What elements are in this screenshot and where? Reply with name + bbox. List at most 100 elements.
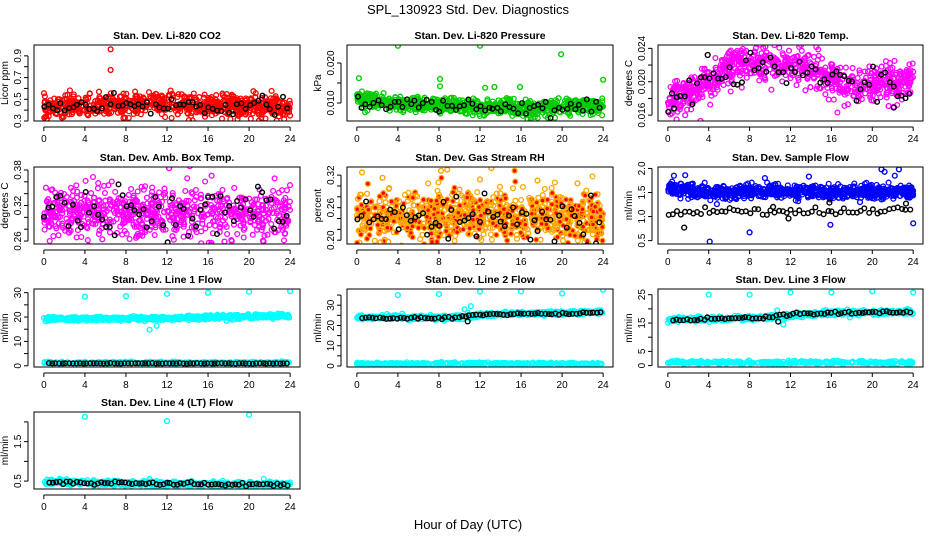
data-point bbox=[857, 86, 864, 93]
data-point bbox=[501, 223, 508, 230]
data-point bbox=[837, 88, 844, 95]
x-tick-label: 8 bbox=[436, 134, 442, 145]
data-point bbox=[405, 189, 412, 196]
data-point bbox=[752, 183, 759, 190]
data-point bbox=[443, 228, 450, 235]
data-point bbox=[822, 91, 829, 98]
data-point bbox=[436, 222, 443, 229]
data-point bbox=[873, 181, 880, 188]
data-point bbox=[841, 184, 848, 191]
data-point bbox=[902, 95, 909, 102]
data-point bbox=[230, 111, 237, 118]
data-point bbox=[704, 68, 711, 75]
data-point bbox=[44, 198, 51, 205]
data-point bbox=[441, 206, 448, 214]
y-tick-label: 0.26 bbox=[13, 231, 24, 251]
x-axis: 0 4 8 12 16 20 24 bbox=[41, 249, 296, 268]
outlier-point bbox=[476, 45, 484, 49]
data-point bbox=[358, 104, 365, 111]
x-tick-label: 0 bbox=[665, 134, 671, 145]
data-point bbox=[122, 210, 129, 217]
data-point bbox=[285, 203, 292, 210]
data-point bbox=[102, 94, 109, 101]
data-point bbox=[414, 93, 421, 100]
data-point bbox=[46, 237, 53, 244]
data-point bbox=[599, 223, 606, 231]
data-point bbox=[152, 224, 159, 231]
data-point bbox=[682, 84, 689, 91]
data-point bbox=[795, 76, 802, 83]
data-point bbox=[134, 188, 141, 195]
data-point bbox=[541, 185, 548, 192]
data-point bbox=[684, 106, 691, 113]
data-point bbox=[224, 194, 231, 201]
data-point bbox=[823, 71, 830, 78]
data-point bbox=[201, 91, 208, 98]
data-point bbox=[561, 97, 568, 105]
data-point bbox=[669, 90, 676, 97]
data-point bbox=[382, 199, 389, 206]
x-tick-label: 16 bbox=[826, 134, 838, 145]
data-point bbox=[266, 106, 273, 113]
x-tick-label: 24 bbox=[285, 134, 297, 145]
data-point bbox=[125, 191, 132, 198]
data-point bbox=[842, 64, 849, 71]
data-point bbox=[882, 69, 889, 76]
outlier-point bbox=[482, 84, 489, 91]
data-point bbox=[808, 183, 815, 190]
data-point bbox=[417, 204, 425, 211]
data-point bbox=[161, 94, 168, 101]
data-point bbox=[162, 194, 169, 201]
data-point bbox=[275, 103, 282, 110]
data-point bbox=[99, 216, 106, 223]
data-point bbox=[365, 206, 372, 213]
data-point bbox=[417, 236, 424, 243]
data-point bbox=[867, 193, 874, 200]
data-point bbox=[883, 89, 890, 96]
data-point bbox=[676, 191, 683, 199]
data-point bbox=[474, 98, 481, 105]
data-point bbox=[706, 193, 713, 200]
data-point bbox=[168, 114, 175, 121]
y-axis-label: kPa bbox=[313, 74, 324, 92]
data-point bbox=[82, 188, 89, 195]
data-point bbox=[807, 84, 814, 91]
data-point bbox=[94, 108, 101, 115]
data-point bbox=[854, 74, 861, 82]
data-point bbox=[575, 101, 582, 108]
data-point bbox=[252, 196, 259, 203]
data-point bbox=[725, 80, 732, 87]
data-point bbox=[815, 46, 822, 53]
data-point bbox=[399, 214, 406, 221]
data-point bbox=[435, 213, 443, 220]
data-point bbox=[168, 96, 175, 103]
outlier-point bbox=[910, 68, 917, 75]
data-point bbox=[109, 199, 116, 206]
data-point bbox=[427, 197, 435, 204]
data-point bbox=[100, 182, 108, 189]
data-point bbox=[165, 105, 172, 112]
data-point bbox=[851, 183, 858, 190]
outlier-point bbox=[488, 167, 495, 172]
data-point bbox=[255, 201, 262, 208]
data-point bbox=[395, 98, 402, 105]
data-point bbox=[59, 210, 66, 217]
data-point bbox=[374, 221, 381, 229]
data-point bbox=[690, 184, 697, 191]
data-point bbox=[891, 75, 898, 82]
data-point bbox=[116, 93, 123, 100]
outlier-point bbox=[574, 180, 581, 187]
data-point bbox=[82, 177, 89, 184]
data-point bbox=[358, 88, 365, 95]
data-point bbox=[242, 105, 249, 112]
data-point bbox=[796, 58, 803, 65]
data-point bbox=[102, 223, 109, 230]
data-point bbox=[101, 189, 108, 197]
x-axis: 0 4 8 12 16 20 24 bbox=[354, 126, 609, 145]
data-point bbox=[41, 226, 48, 233]
data-point bbox=[209, 218, 217, 225]
y-tick-label: 0.32 bbox=[13, 195, 24, 215]
data-point bbox=[259, 92, 266, 99]
data-point bbox=[403, 212, 410, 219]
data-point bbox=[698, 74, 705, 81]
